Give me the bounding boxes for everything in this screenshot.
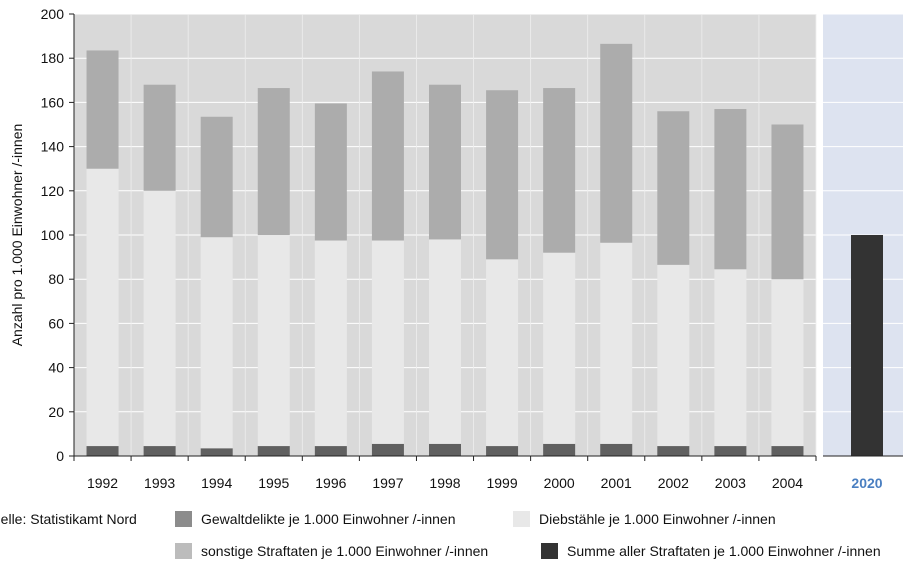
y-tick-label: 200 (41, 6, 65, 22)
legend-label: sonstige Straftaten je 1.000 Einwohner /… (201, 543, 489, 559)
source-note: Quelle: Statistikamt Nord (0, 511, 137, 527)
bar-segment (257, 446, 290, 456)
bar-segment (86, 50, 119, 169)
bar-segment (143, 446, 176, 456)
bar-segment (257, 235, 290, 447)
bar-segment (371, 71, 404, 241)
bar-segment (543, 443, 576, 456)
axes (69, 13, 903, 461)
y-tick-label: 0 (56, 448, 64, 464)
legend-item-sonstige: sonstige Straftaten je 1.000 Einwohner /… (175, 543, 488, 559)
bar-segment (86, 168, 119, 447)
bar-segment (714, 446, 747, 456)
bar-segment (200, 237, 233, 449)
y-tick-label: 20 (48, 404, 64, 420)
bar-segment (86, 446, 119, 456)
bar-segment (314, 103, 347, 241)
legend-swatch (513, 511, 530, 527)
bar-segment (657, 446, 690, 456)
bar-segment (600, 242, 633, 444)
x-tick-labels: 1992 1993 1994 1995 1996 1997 1998 1999 2000 2001… (87, 475, 883, 491)
x-tick-label: 1994 (201, 475, 232, 491)
bar-segment (429, 84, 461, 240)
legend-item-gewaltdelikte: Gewaltdelikte je 1.000 Einwohner /-innen (175, 511, 456, 527)
bar-segment (429, 239, 461, 444)
bar-segment (543, 88, 576, 253)
x-tick-label: 1993 (144, 475, 175, 491)
legend-swatch (175, 543, 192, 559)
bar-segment (600, 43, 633, 243)
legend-swatch (541, 543, 558, 559)
x-tick-label: 2000 (544, 475, 575, 491)
x-tick-label: 2002 (658, 475, 689, 491)
x-tick-label: 2003 (715, 475, 746, 491)
bar-segment (657, 264, 690, 447)
y-tick-label: 40 (48, 360, 64, 376)
bar-segment (543, 252, 576, 444)
stacked-bar-chart: 0 20 40 60 80 100 120 140 160 180 200 1992 1993 1994… (9, 6, 903, 491)
legend-label: Diebstähle je 1.000 Einwohner /-innen (539, 511, 776, 527)
y-tick-label: 160 (41, 94, 65, 110)
y-tick-label: 180 (41, 50, 65, 66)
bar-segment (657, 111, 690, 265)
bar-segment (371, 443, 404, 456)
y-tick-label: 80 (48, 271, 64, 287)
legend-swatch (175, 511, 192, 527)
x-tick-label: 1996 (315, 475, 346, 491)
bar-segment (486, 446, 519, 456)
legend-label: Gewaltdelikte je 1.000 Einwohner /-innen (201, 511, 456, 527)
x-tick-label: 1992 (87, 475, 118, 491)
bar-segment (486, 259, 519, 447)
legend-item-diebstaehle: Diebstähle je 1.000 Einwohner /-innen (513, 511, 776, 527)
bar-segment (771, 446, 804, 456)
bar-segment (600, 443, 633, 456)
bar-segment (143, 190, 176, 447)
y-tick-label: 120 (41, 183, 65, 199)
x-tick-label: 2004 (772, 475, 803, 491)
bar-2020 (851, 235, 883, 456)
bar-segment (314, 446, 347, 456)
x-tick-label: 1997 (372, 475, 403, 491)
bar-segment (771, 279, 804, 447)
x-tick-label: 1998 (429, 475, 460, 491)
y-tick-label: 60 (48, 315, 64, 331)
y-tick-labels: 0 20 40 60 80 100 120 140 160 180 200 (41, 6, 65, 464)
bar-segment (714, 109, 747, 270)
source-text: Quelle: Statistikamt Nord (0, 511, 137, 527)
x-tick-label: 2001 (601, 475, 632, 491)
x-tick-label-2020: 2020 (851, 475, 882, 491)
x-tick-label: 1999 (486, 475, 517, 491)
y-tick-label: 100 (41, 227, 65, 243)
bar-segment (714, 269, 747, 447)
y-axis-title: Anzahl pro 1.000 Einwohner /-innen (9, 124, 25, 347)
bars (86, 43, 883, 456)
legend-label: Summe aller Straftaten je 1.000 Einwohne… (567, 543, 881, 559)
bar-segment (486, 90, 519, 260)
bar-segment (429, 443, 461, 456)
legend: Quelle: Statistikamt Nord Gewaltdelikte … (0, 511, 903, 559)
bar-segment (200, 116, 233, 238)
bar-segment (143, 84, 176, 191)
bar-segment (257, 88, 290, 235)
bar-segment (314, 240, 347, 447)
bar-segment (371, 240, 404, 444)
legend-item-summe: Summe aller Straftaten je 1.000 Einwohne… (541, 543, 881, 559)
bar-segment (200, 448, 233, 456)
bar-segment (771, 124, 804, 280)
y-tick-label: 140 (41, 139, 65, 155)
x-tick-label: 1995 (258, 475, 289, 491)
